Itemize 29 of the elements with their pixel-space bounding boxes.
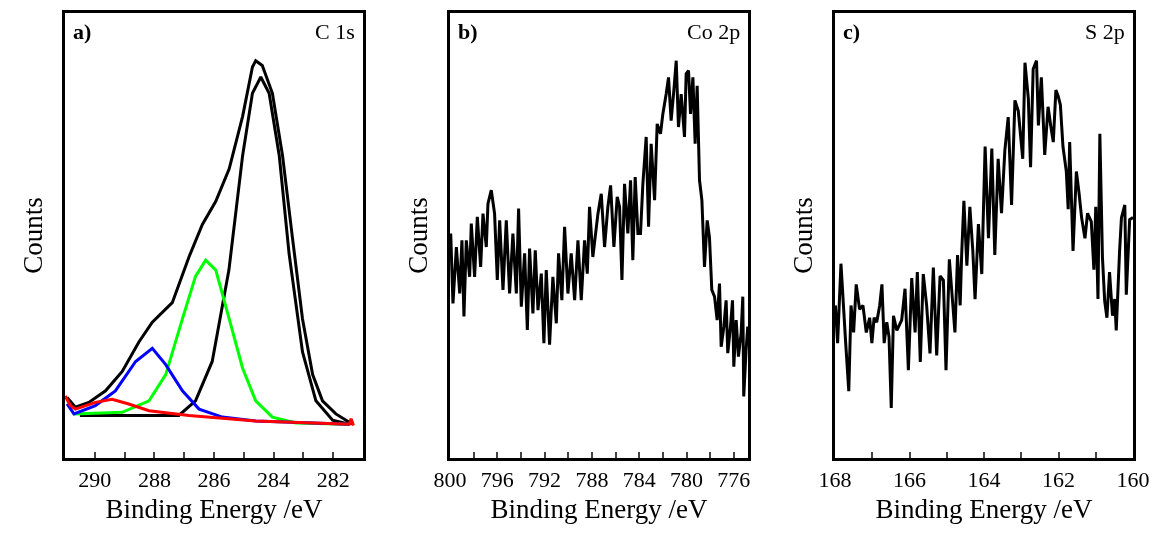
y-axis-title: Counts [18,197,49,274]
x-tick-label: 788 [575,467,609,493]
x-tick-label: 286 [197,467,231,493]
x-tick-label: 780 [670,467,704,493]
text: C 1s [315,19,355,44]
x-axis-title: Binding Energy /eV [490,493,708,524]
y-axis-title: Counts [788,197,819,274]
x-tick-label: 792 [528,467,562,493]
x-tick-label: 162 [1042,467,1075,493]
text: S 2p [1085,19,1125,44]
x-tick-label: 282 [316,467,350,493]
x-tick-label: 166 [893,467,926,493]
text: c) [843,19,861,44]
text: Co 2p [687,19,741,44]
x-axis-title: Binding Energy /eV [105,493,323,524]
x-tick-label: 164 [967,467,1001,493]
x-tick-label: 776 [717,467,751,493]
x-tick-label: 796 [480,467,514,493]
text: a) [73,19,92,44]
x-tick-label: 168 [818,467,852,493]
x-tick-label: 160 [1116,467,1150,493]
y-axis-title: Counts [403,197,434,274]
x-tick-label: 284 [257,467,291,493]
text: b) [458,19,478,44]
x-tick-label: 800 [433,467,467,493]
x-tick-label: 290 [78,467,112,493]
x-tick-label: 288 [137,467,171,493]
x-tick-label: 784 [622,467,656,493]
x-axis-title: Binding Energy /eV [875,493,1093,524]
